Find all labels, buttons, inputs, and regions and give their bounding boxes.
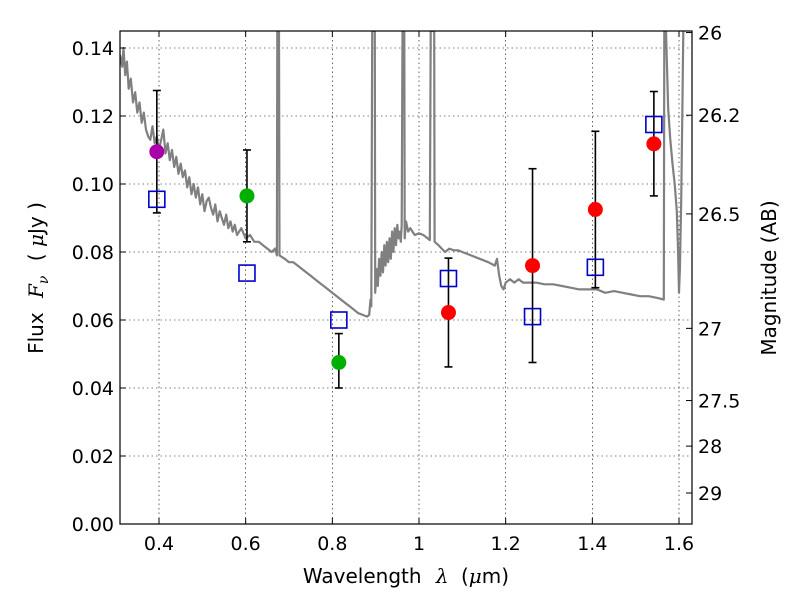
y2-tick-label: 27.5 (698, 391, 740, 413)
model-photometry-square (645, 115, 663, 134)
y-tick-label: 0.08 (72, 242, 114, 264)
y-axis-symbol: F (24, 283, 48, 299)
model-photometry-square (238, 264, 256, 282)
model-photometry-square (586, 258, 605, 277)
observed-flux-point (587, 202, 603, 217)
y-axis-title-text: Flux (24, 312, 48, 354)
y-axis-unit-open: ( (24, 247, 48, 261)
y-tick-label: 0.02 (72, 446, 114, 468)
x-axis-title: Wavelength λ (μm) (303, 564, 509, 588)
x-tick-label: 0.8 (317, 533, 347, 555)
y-axis-title: Flux Fν ( μJy ) (24, 202, 53, 354)
x-axis-unit-mu: μ (469, 564, 482, 588)
y-axis-unit-rest: Jy ) (24, 202, 48, 236)
x-axis-symbol: λ (435, 564, 449, 588)
y-tick-label: 0.04 (72, 378, 114, 400)
grid-lines (120, 31, 692, 525)
model-photometry-square (148, 190, 166, 209)
x-axis-unit-open: ( (461, 564, 469, 588)
observed-flux-point (525, 258, 541, 274)
observed-flux-point (440, 305, 456, 321)
model-photometry-layer (148, 115, 663, 329)
y-axis-symbol-sub: ν (36, 275, 52, 284)
sed-model-curve (120, 31, 685, 318)
y2-tick-label: 26 (698, 23, 722, 45)
y2-tick-label: 26.2 (698, 105, 740, 127)
y-tick-label: 0.06 (72, 310, 114, 332)
y-tick-label: 0.00 (72, 514, 114, 536)
x-tick-label: 0.4 (144, 533, 174, 555)
y-axis-unit-mu: μ (24, 234, 48, 247)
x-tick-label: 1.2 (491, 533, 521, 555)
axis-ticks: 0.4 0.6 0.8 1 1.2 1.4 1.6 0.00 0.02 0.04 0.06 0.08 0… (72, 23, 741, 555)
x-tick-label: 1.6 (664, 533, 694, 555)
x-tick-label: 1.4 (577, 533, 607, 555)
observed-flux-point (239, 188, 255, 204)
model-photometry-square (439, 269, 458, 288)
x-axis-title-text: Wavelength (303, 564, 422, 588)
observed-points-layer (149, 136, 662, 370)
plot-frame (119, 30, 693, 525)
observed-flux-point (646, 136, 662, 152)
model-photometry-square (330, 311, 348, 329)
model-photometry-square (523, 307, 542, 326)
y-tick-label: 0.12 (72, 106, 114, 128)
x-tick-label: 1 (413, 533, 425, 555)
y2-axis-title: Magnitude (AB) (757, 200, 781, 355)
y2-tick-label: 27 (698, 318, 722, 340)
x-axis-unit-rest: m) (482, 564, 509, 588)
x-tick-label: 0.6 (231, 533, 261, 555)
observed-flux-point (149, 144, 165, 160)
observed-flux-point (331, 355, 347, 370)
y-tick-label: 0.14 (72, 38, 114, 60)
y2-tick-label: 28 (698, 436, 722, 458)
sed-model-layer (120, 31, 685, 318)
y2-tick-label: 29 (698, 483, 722, 505)
y2-tick-label: 26.5 (698, 204, 740, 226)
y-tick-label: 0.10 (72, 174, 114, 196)
